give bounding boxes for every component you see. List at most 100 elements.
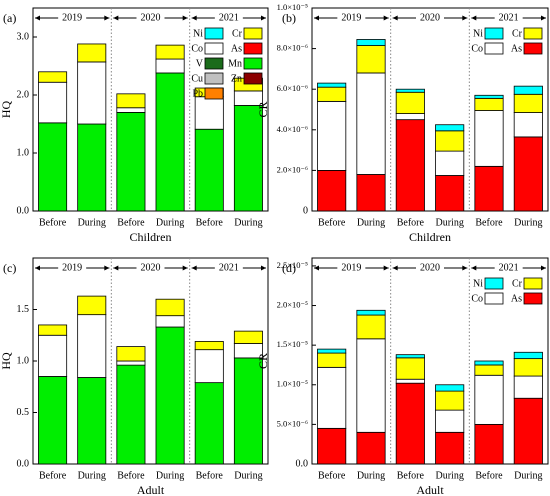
legend-swatch xyxy=(204,42,224,55)
bar-segment xyxy=(155,298,185,317)
panel-label: (b) xyxy=(282,11,296,25)
bar-segment xyxy=(77,123,107,212)
legend-label: V xyxy=(196,58,204,69)
bar-segment xyxy=(194,349,224,384)
x-tick-label: Before xyxy=(475,217,503,228)
panel-label: (a) xyxy=(3,11,16,25)
legend-label: As xyxy=(511,43,522,54)
bar-segment xyxy=(435,384,465,392)
x-tick-label: During xyxy=(78,470,106,481)
x-tick-label: Before xyxy=(318,470,346,481)
x-tick-label: Before xyxy=(397,470,425,481)
legend-swatch xyxy=(484,277,504,290)
bar-segment xyxy=(38,81,68,124)
legend-label: Ni xyxy=(193,28,203,39)
bar-segment xyxy=(155,326,185,465)
legend-swatch xyxy=(523,27,543,40)
bar-segment xyxy=(317,86,347,102)
x-tick-label: Before xyxy=(39,217,67,228)
legend-swatch xyxy=(243,57,263,70)
bar-segment xyxy=(356,309,386,316)
bar-segment xyxy=(38,122,68,212)
y-tick-label: 8.0×10⁻⁶ xyxy=(277,43,308,53)
y-axis-label: CR xyxy=(256,101,270,117)
y-tick-label: 2.0 xyxy=(17,89,30,100)
x-tick-label: During xyxy=(357,470,385,481)
bar-segment xyxy=(356,314,386,340)
legend-label: Co xyxy=(191,43,203,54)
y-tick-label: 6.0×10⁻⁶ xyxy=(277,83,308,93)
x-tick-label: During xyxy=(156,470,184,481)
bar-segment xyxy=(513,375,543,399)
x-tick-label: During xyxy=(514,217,542,228)
bar-segment xyxy=(395,382,425,465)
legend-swatch xyxy=(484,292,504,305)
legend-swatch xyxy=(243,42,263,55)
bar-segment xyxy=(38,376,68,465)
x-tick-label: Before xyxy=(196,470,224,481)
x-tick-label: Before xyxy=(475,470,503,481)
bar-segment xyxy=(435,130,465,152)
legend-swatch xyxy=(523,42,543,55)
y-tick-label: 2.5×10⁻⁵ xyxy=(277,260,308,270)
bar-segment xyxy=(155,315,185,328)
y-tick-label: 0.0 xyxy=(296,458,309,469)
bar-segment xyxy=(38,334,68,377)
y-tick-label: 1.5×10⁻⁵ xyxy=(277,339,308,349)
y-tick-label: 0.0 xyxy=(17,458,30,469)
x-axis-label: Children xyxy=(409,230,451,244)
x-axis-label: Adult xyxy=(137,483,165,496)
x-tick-label: During xyxy=(435,470,463,481)
plot-frame xyxy=(32,7,269,212)
bar-segment xyxy=(233,357,263,465)
group-label: 2020 xyxy=(141,262,161,273)
bar-segment xyxy=(317,427,347,465)
y-tick-label: 2.0×10⁻⁶ xyxy=(277,164,308,174)
group-label: 2020 xyxy=(420,262,440,273)
bar-segment xyxy=(435,124,465,132)
group-label: 2019 xyxy=(341,12,361,23)
bar-segment xyxy=(116,112,146,212)
y-tick-label: 5.0×10⁻⁶ xyxy=(277,418,308,428)
y-tick-label: 1.5 xyxy=(17,304,30,315)
group-label: 2019 xyxy=(62,262,82,273)
plot-frame xyxy=(311,257,549,465)
legend-label: Ni xyxy=(473,28,483,39)
legend-swatch xyxy=(204,57,224,70)
legend-label: Cu xyxy=(191,73,203,84)
group-label: 2021 xyxy=(219,262,239,273)
bar-segment xyxy=(435,150,465,176)
y-tick-label: 0 xyxy=(303,205,308,216)
group-label: 2021 xyxy=(219,12,239,23)
y-tick-label: 1.0 xyxy=(17,147,30,158)
legend-label: Mn xyxy=(228,58,242,69)
bar-segment xyxy=(474,423,504,465)
x-tick-label: Before xyxy=(117,217,145,228)
legend-swatch xyxy=(204,72,224,85)
bar-segment xyxy=(194,382,224,465)
bar-segment xyxy=(194,128,224,212)
x-axis-label: Adult xyxy=(416,483,444,496)
panel-label: (d) xyxy=(282,261,296,275)
bar-segment xyxy=(116,360,146,366)
x-tick-label: During xyxy=(435,217,463,228)
x-tick-label: Before xyxy=(397,217,425,228)
bar-segment xyxy=(435,409,465,433)
panel-label: (c) xyxy=(3,261,16,275)
y-tick-label: 1.0×10⁻⁵ xyxy=(277,2,308,12)
bar-segment xyxy=(317,82,347,88)
bar-segment xyxy=(474,360,504,366)
bar-segment xyxy=(77,295,107,316)
x-tick-label: Before xyxy=(318,217,346,228)
legend-swatch xyxy=(484,27,504,40)
y-tick-label: 3.0 xyxy=(17,31,30,42)
bar-segment xyxy=(513,136,543,212)
bar-segment xyxy=(395,119,425,212)
bar-segment xyxy=(513,112,543,138)
bar-segment xyxy=(77,61,107,125)
bar-segment xyxy=(356,431,386,465)
bar-segment xyxy=(155,58,185,74)
bar-segment xyxy=(395,357,425,380)
group-label: 2021 xyxy=(499,262,519,273)
y-axis-label: HQ xyxy=(0,101,13,119)
